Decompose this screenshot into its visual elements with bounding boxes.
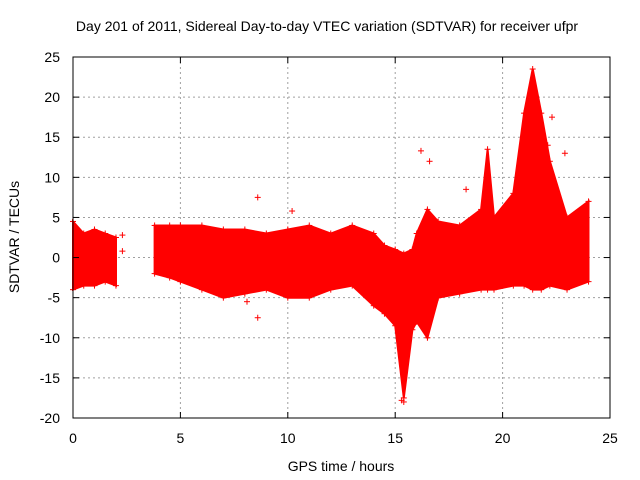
data-point: [392, 246, 399, 329]
x-tick-label: 0: [69, 430, 77, 446]
outlier-point: [426, 158, 433, 165]
data-point: [112, 234, 119, 289]
data-point: [529, 66, 536, 293]
data-point: [435, 218, 442, 301]
y-tick-label: 10: [44, 169, 60, 185]
plot-frame: [72, 56, 611, 419]
data-point: [349, 222, 356, 289]
outlier-point: [544, 142, 551, 149]
data-point: [521, 110, 528, 289]
data-point: [484, 146, 491, 293]
x-axis-label: GPS time / hours: [288, 458, 395, 474]
y-tick-label: 5: [52, 209, 60, 225]
x-tick-label: 25: [602, 430, 618, 446]
y-tick-label: -15: [40, 370, 60, 386]
outlier-point: [119, 232, 126, 239]
outlier-point: [549, 114, 556, 121]
outlier-point: [400, 398, 407, 405]
data-point: [510, 190, 517, 289]
data-point: [409, 246, 416, 333]
data-point: [166, 222, 173, 281]
data-point: [564, 214, 571, 293]
data-point: [220, 226, 227, 301]
data-point: [381, 242, 388, 317]
data-point: [177, 222, 184, 285]
data-point: [263, 230, 270, 293]
data-point: [413, 230, 420, 325]
x-tick-label: 15: [387, 430, 403, 446]
data-point: [80, 230, 87, 289]
data-point: [538, 110, 545, 293]
data-point: [546, 158, 553, 289]
x-tick-label: 10: [280, 430, 296, 446]
data-point: [424, 206, 431, 341]
data-point: [585, 198, 592, 285]
y-tick-label: 0: [52, 250, 60, 266]
data-point: [478, 206, 485, 293]
y-tick-label: 15: [44, 129, 60, 145]
outlier-point: [561, 150, 568, 157]
data-point: [491, 214, 498, 293]
outlier-point: [243, 298, 250, 305]
data-point: [151, 222, 158, 277]
data-point: [370, 230, 377, 309]
data-point: [327, 230, 334, 293]
outlier-point: [254, 194, 261, 201]
y-tick-label: -5: [48, 290, 61, 306]
x-tick-label: 20: [495, 430, 511, 446]
tick-layer: 0 5 10 15 20 25 -20 -15 -10 -5 0 5 10 15 20 25: [40, 49, 618, 446]
y-tick-label: 20: [44, 89, 60, 105]
data-point: [456, 222, 463, 297]
data-point: [241, 226, 248, 297]
data-point: [102, 230, 109, 285]
outlier-point: [463, 186, 470, 193]
data-point: [198, 222, 205, 293]
y-tick-label: 25: [44, 49, 60, 65]
data-layer: [70, 66, 592, 405]
data-point: [91, 226, 98, 289]
x-tick-label: 5: [177, 430, 185, 446]
data-point: [306, 222, 313, 301]
y-tick-label: -20: [40, 410, 60, 426]
y-axis-label: SDTVAR / TECUs: [6, 181, 22, 293]
y-tick-label: -10: [40, 330, 60, 346]
outlier-point: [119, 248, 126, 255]
data-point: [284, 226, 291, 301]
outlier-point: [254, 314, 261, 321]
outlier-point: [289, 208, 296, 215]
chart-title: Day 201 of 2011, Sidereal Day-to-day VTE…: [76, 18, 578, 34]
outlier-point: [417, 147, 424, 154]
